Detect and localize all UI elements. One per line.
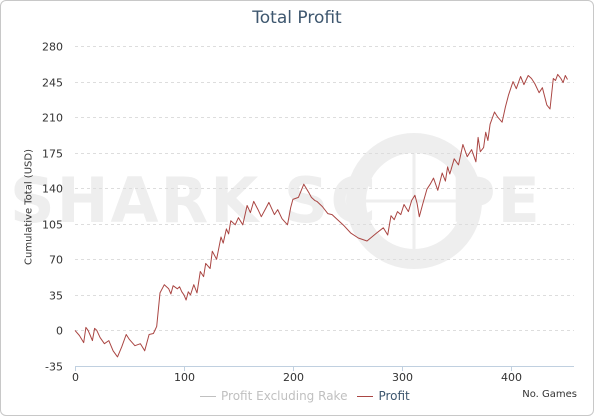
y-tick-label: 175 [42,148,63,161]
y-axis-label: Cumulative Total (USD) [23,149,35,265]
x-tick-label: 0 [72,371,79,384]
x-tick-label: 400 [501,371,522,384]
y-tick-label: 35 [49,290,63,303]
x-tick-label: 300 [392,371,413,384]
legend-item-profit-excluding-rake[interactable]: Profit Excluding Rake [200,389,347,403]
y-tick-label: 105 [42,219,63,232]
series-layer [74,73,568,358]
legend-swatch [200,395,216,397]
svg-text:SHARK SC: SHARK SC [10,164,378,237]
y-tick-label: 0 [56,325,63,338]
chart-title: Total Profit [252,8,342,28]
legend: Profit Excluding Rake Profit [200,387,420,405]
series-line-profit [74,73,568,358]
y-tick-label: -35 [45,361,63,374]
y-tick-label: 210 [42,112,63,125]
y-tick-label: 280 [42,41,63,54]
legend-swatch [357,395,374,397]
legend-label: Profit [378,389,410,403]
axes: -35 0 35 70 105 140 175 210 245 280 0 100 200 300 400 [42,41,574,384]
x-axis-label: No. Games [522,389,577,400]
x-tick-label: 200 [283,371,304,384]
y-tick-label: 70 [49,254,63,267]
legend-label: Profit Excluding Rake [221,389,348,403]
sharkscope-watermark: SHARK SC PE [10,133,540,269]
x-tick-label: 100 [174,371,195,384]
legend-item-profit[interactable]: Profit [357,389,410,403]
y-tick-label: 140 [42,183,63,196]
y-tick-label: 245 [42,77,63,90]
